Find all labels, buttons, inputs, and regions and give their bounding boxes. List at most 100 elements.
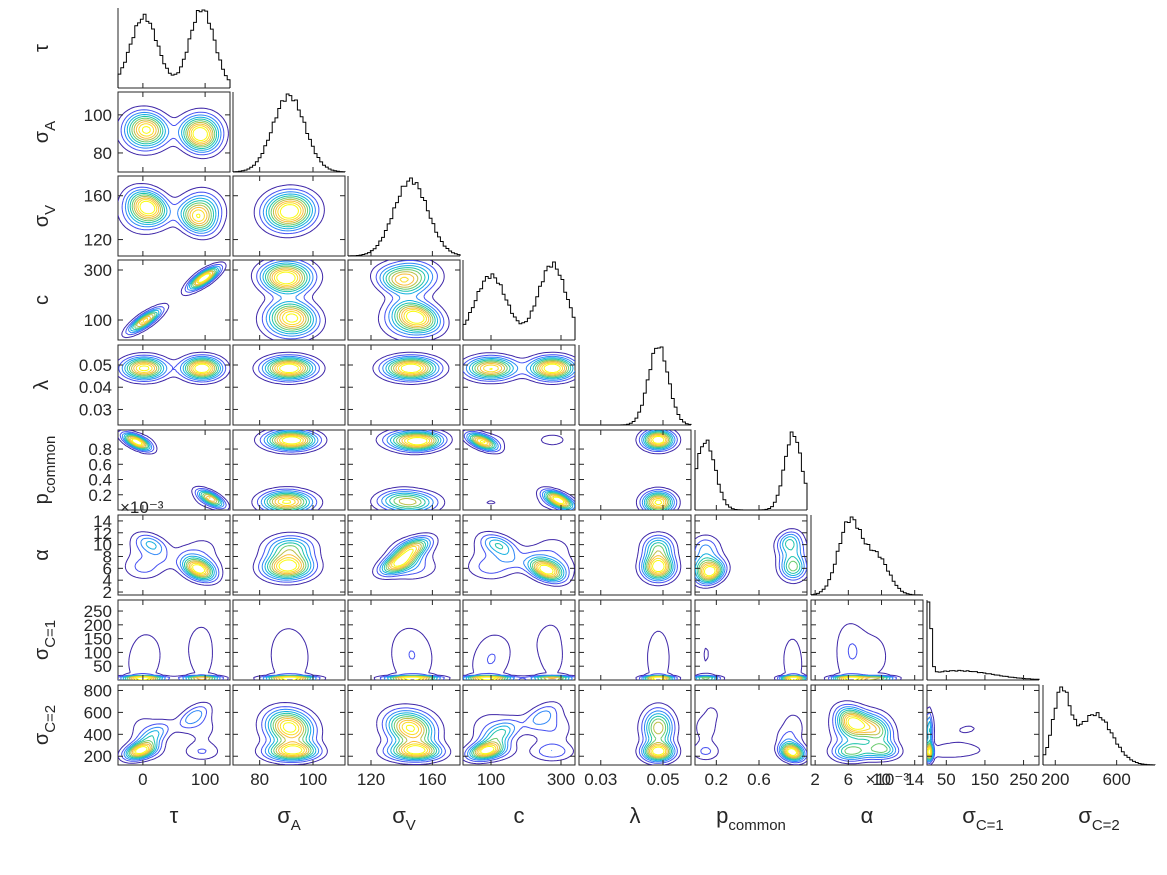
contour-level-5 bbox=[383, 540, 427, 573]
contour-lines bbox=[635, 531, 682, 587]
contour-level-6 bbox=[646, 545, 671, 578]
contour-level-8 bbox=[474, 437, 568, 506]
x-tick-label: 600 bbox=[1102, 770, 1130, 789]
contour-level-2 bbox=[118, 354, 227, 383]
contour-level-1 bbox=[118, 351, 230, 385]
contour-level-8 bbox=[131, 743, 151, 756]
contour-level-10 bbox=[278, 559, 298, 572]
contour-level-5 bbox=[270, 712, 314, 760]
contour-level-4 bbox=[837, 708, 894, 759]
contour-level-1 bbox=[635, 702, 682, 765]
contour-level-2 bbox=[260, 706, 323, 763]
contour-level-1 bbox=[463, 351, 575, 385]
contour-level-2 bbox=[119, 431, 227, 510]
contour-level-8 bbox=[784, 746, 800, 758]
contour-panel-tau-sigma_C1 bbox=[117, 599, 231, 681]
contour-level-4 bbox=[126, 114, 220, 151]
contour-level-4 bbox=[145, 541, 215, 581]
axis-label-sigma_V: σV bbox=[392, 803, 416, 834]
contour-level-10 bbox=[402, 676, 423, 680]
contour-level-8 bbox=[701, 563, 719, 579]
contour-lines bbox=[118, 351, 230, 385]
contour-level-10 bbox=[138, 363, 210, 373]
x-tick-label: 0.2 bbox=[705, 770, 729, 789]
contour-lines bbox=[695, 707, 807, 765]
contour-level-4 bbox=[643, 713, 674, 762]
contour-panel-c-sigma_C2 bbox=[462, 684, 576, 766]
contour-level-7 bbox=[842, 712, 881, 736]
contour-level-9 bbox=[650, 745, 667, 757]
contour-panel-tau-p_common bbox=[117, 429, 231, 511]
axes-box bbox=[462, 429, 576, 511]
contour-level-6 bbox=[185, 558, 212, 578]
contour-panel-p_common-alpha bbox=[694, 514, 808, 596]
contour-panel-sigma_A-lambda bbox=[232, 344, 346, 426]
contour-level-2 bbox=[381, 707, 446, 763]
contour-level-1 bbox=[253, 628, 327, 680]
contour-level-7 bbox=[473, 436, 569, 507]
x-tick-label: 80 bbox=[250, 770, 269, 789]
contour-level-1 bbox=[463, 430, 575, 510]
contour-level-4 bbox=[130, 267, 220, 332]
contour-level-5 bbox=[644, 431, 672, 510]
x-tick-label: 2 bbox=[810, 770, 819, 789]
contour-level-9 bbox=[650, 557, 667, 574]
y-tick-label: 160 bbox=[84, 187, 112, 206]
contour-level-2 bbox=[831, 703, 900, 762]
histogram-p_common bbox=[694, 431, 808, 511]
contour-level-7 bbox=[647, 550, 670, 576]
contour-level-1 bbox=[253, 184, 325, 239]
x-tick-label: 200 bbox=[1041, 770, 1069, 789]
contour-level-8 bbox=[843, 714, 877, 734]
axis-label-sigma_C2: σC=2 bbox=[1078, 803, 1120, 834]
contour-level-10 bbox=[479, 439, 565, 504]
contour-level-10 bbox=[400, 363, 422, 373]
contour-level-5 bbox=[129, 115, 218, 150]
contour-level-2 bbox=[258, 535, 319, 583]
contour-lines bbox=[254, 702, 328, 765]
axes-box bbox=[117, 344, 231, 426]
contour-panel-lambda-alpha bbox=[578, 514, 692, 596]
contour-level-9 bbox=[277, 435, 304, 506]
y-tick-label: 100 bbox=[84, 311, 112, 330]
contour-level-6 bbox=[698, 559, 798, 581]
contour-level-10 bbox=[393, 548, 414, 567]
contour-level-8 bbox=[277, 718, 308, 757]
contour-level-4 bbox=[263, 430, 316, 510]
contour-level-7 bbox=[271, 549, 305, 576]
contour-level-7 bbox=[269, 267, 307, 329]
contour-level-1 bbox=[121, 261, 227, 339]
contour-panel-sigma_V-c bbox=[347, 259, 461, 341]
contour-level-2 bbox=[121, 186, 223, 237]
contour-lines bbox=[370, 260, 450, 340]
contour-panel-c-sigma_C1 bbox=[462, 599, 576, 681]
contour-level-6 bbox=[128, 359, 218, 378]
contour-level-10 bbox=[197, 273, 211, 283]
contour-level-3 bbox=[124, 111, 222, 153]
contour-level-5 bbox=[696, 539, 801, 582]
contour-level-8 bbox=[648, 555, 668, 575]
contour-level-5 bbox=[471, 358, 572, 379]
contour-level-4 bbox=[643, 430, 674, 510]
contour-level-10 bbox=[478, 676, 497, 680]
contour-level-2 bbox=[463, 430, 575, 510]
x-tick-label: 100 bbox=[477, 770, 505, 789]
contour-level-1 bbox=[370, 260, 450, 340]
contour-level-1 bbox=[695, 638, 807, 680]
contour-level-1 bbox=[695, 707, 807, 765]
histogram-sigma_A bbox=[232, 93, 346, 173]
x-tick-label: 0.05 bbox=[646, 770, 679, 789]
contour-panel-c-lambda bbox=[462, 344, 576, 426]
contour-panel-sigma_V-lambda bbox=[347, 344, 461, 426]
contour-level-5 bbox=[127, 735, 156, 759]
contour-level-1 bbox=[118, 626, 229, 680]
contour-level-3 bbox=[641, 430, 676, 510]
contour-level-5 bbox=[124, 434, 221, 506]
x-tick-label: 120 bbox=[357, 770, 385, 789]
contour-level-5 bbox=[471, 728, 506, 759]
contour-panel-sigma_A-alpha bbox=[232, 514, 346, 596]
contour-lines bbox=[695, 638, 807, 680]
contour-level-3 bbox=[261, 537, 315, 581]
contour-level-4 bbox=[780, 741, 805, 761]
contour-level-3 bbox=[695, 533, 805, 585]
